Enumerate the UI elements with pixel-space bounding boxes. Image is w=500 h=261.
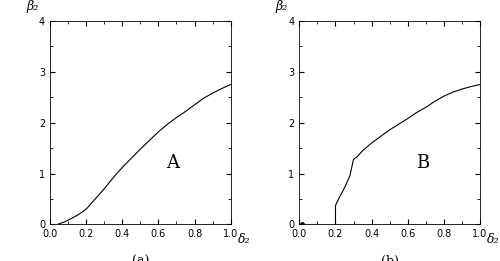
Text: δ₂: δ₂ xyxy=(487,233,500,246)
Text: (a): (a) xyxy=(132,255,149,261)
Text: A: A xyxy=(166,155,179,172)
Text: β₂: β₂ xyxy=(26,0,39,13)
Text: β₂: β₂ xyxy=(276,0,288,13)
Text: B: B xyxy=(416,155,429,172)
Text: δ₂: δ₂ xyxy=(238,233,250,246)
Text: (b): (b) xyxy=(380,255,398,261)
